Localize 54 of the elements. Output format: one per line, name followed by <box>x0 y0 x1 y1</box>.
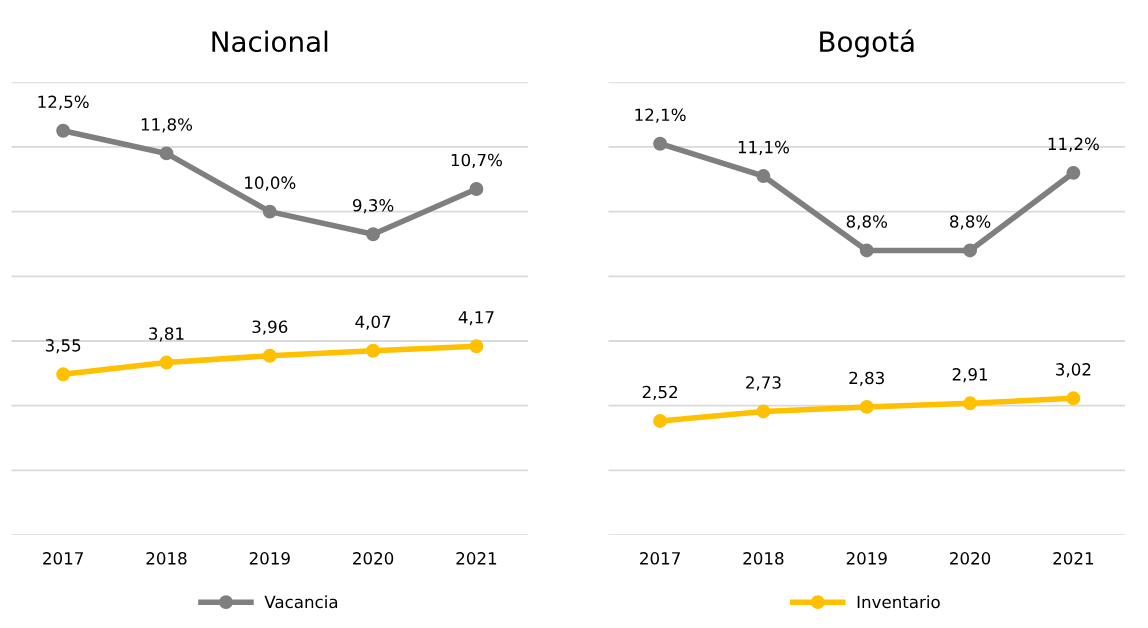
data-label: 3,02 <box>1056 363 1091 378</box>
point <box>56 367 71 382</box>
point <box>56 123 71 138</box>
data-label: 11,8% <box>141 118 193 133</box>
point <box>756 404 771 419</box>
data-label: 3,81 <box>149 327 184 342</box>
data-label: 2,73 <box>746 376 781 391</box>
chart-title: Bogotá <box>820 29 914 58</box>
data-label: 10,7% <box>451 153 502 169</box>
point <box>653 414 668 428</box>
x-tick-label: 2017 <box>640 552 680 565</box>
data-label: 12,5% <box>38 95 89 110</box>
data-label: 2,52 <box>642 385 677 400</box>
data-label: 8,8% <box>950 215 991 230</box>
data-label: 11,2% <box>1048 137 1099 152</box>
data-label: 4,07 <box>355 315 391 330</box>
point <box>366 343 381 358</box>
point <box>262 204 277 219</box>
point <box>366 227 381 242</box>
x-tick-label: 2018 <box>146 552 187 565</box>
data-label: 2,91 <box>952 368 988 383</box>
x-tick-label: 2019 <box>249 552 290 565</box>
point <box>262 348 277 363</box>
point <box>653 136 668 151</box>
point <box>159 355 174 370</box>
data-label: 12,1% <box>635 108 686 123</box>
x-tick-label: 2019 <box>846 552 887 565</box>
data-label: 3,55 <box>45 339 81 354</box>
point <box>469 339 484 354</box>
x-tick-label: 2020 <box>353 552 394 565</box>
data-label: 4,17 <box>458 311 494 326</box>
legend-label: Inventario <box>857 595 940 609</box>
x-tick-label: 2018 <box>743 552 784 565</box>
data-label: 10,0% <box>245 176 296 191</box>
data-label: 3,96 <box>252 320 288 335</box>
data-label: 8,8% <box>846 215 887 230</box>
point <box>963 243 978 258</box>
data-label: 11,1% <box>738 140 789 156</box>
chart-title: Nacional <box>212 30 328 53</box>
point <box>1066 391 1081 406</box>
point <box>159 146 174 161</box>
legend-label: Vacancia <box>264 595 338 609</box>
point <box>859 243 874 258</box>
point <box>963 396 978 411</box>
data-label: 9,3% <box>352 199 394 214</box>
data-label: 2,83 <box>849 371 884 386</box>
x-tick-label: 2017 <box>43 552 83 565</box>
point <box>1066 165 1081 180</box>
x-tick-label: 2021 <box>456 552 497 565</box>
point <box>859 399 874 414</box>
x-tick-label: 2021 <box>1053 552 1094 565</box>
point <box>469 182 484 196</box>
point <box>756 169 771 184</box>
x-tick-label: 2020 <box>950 552 991 565</box>
